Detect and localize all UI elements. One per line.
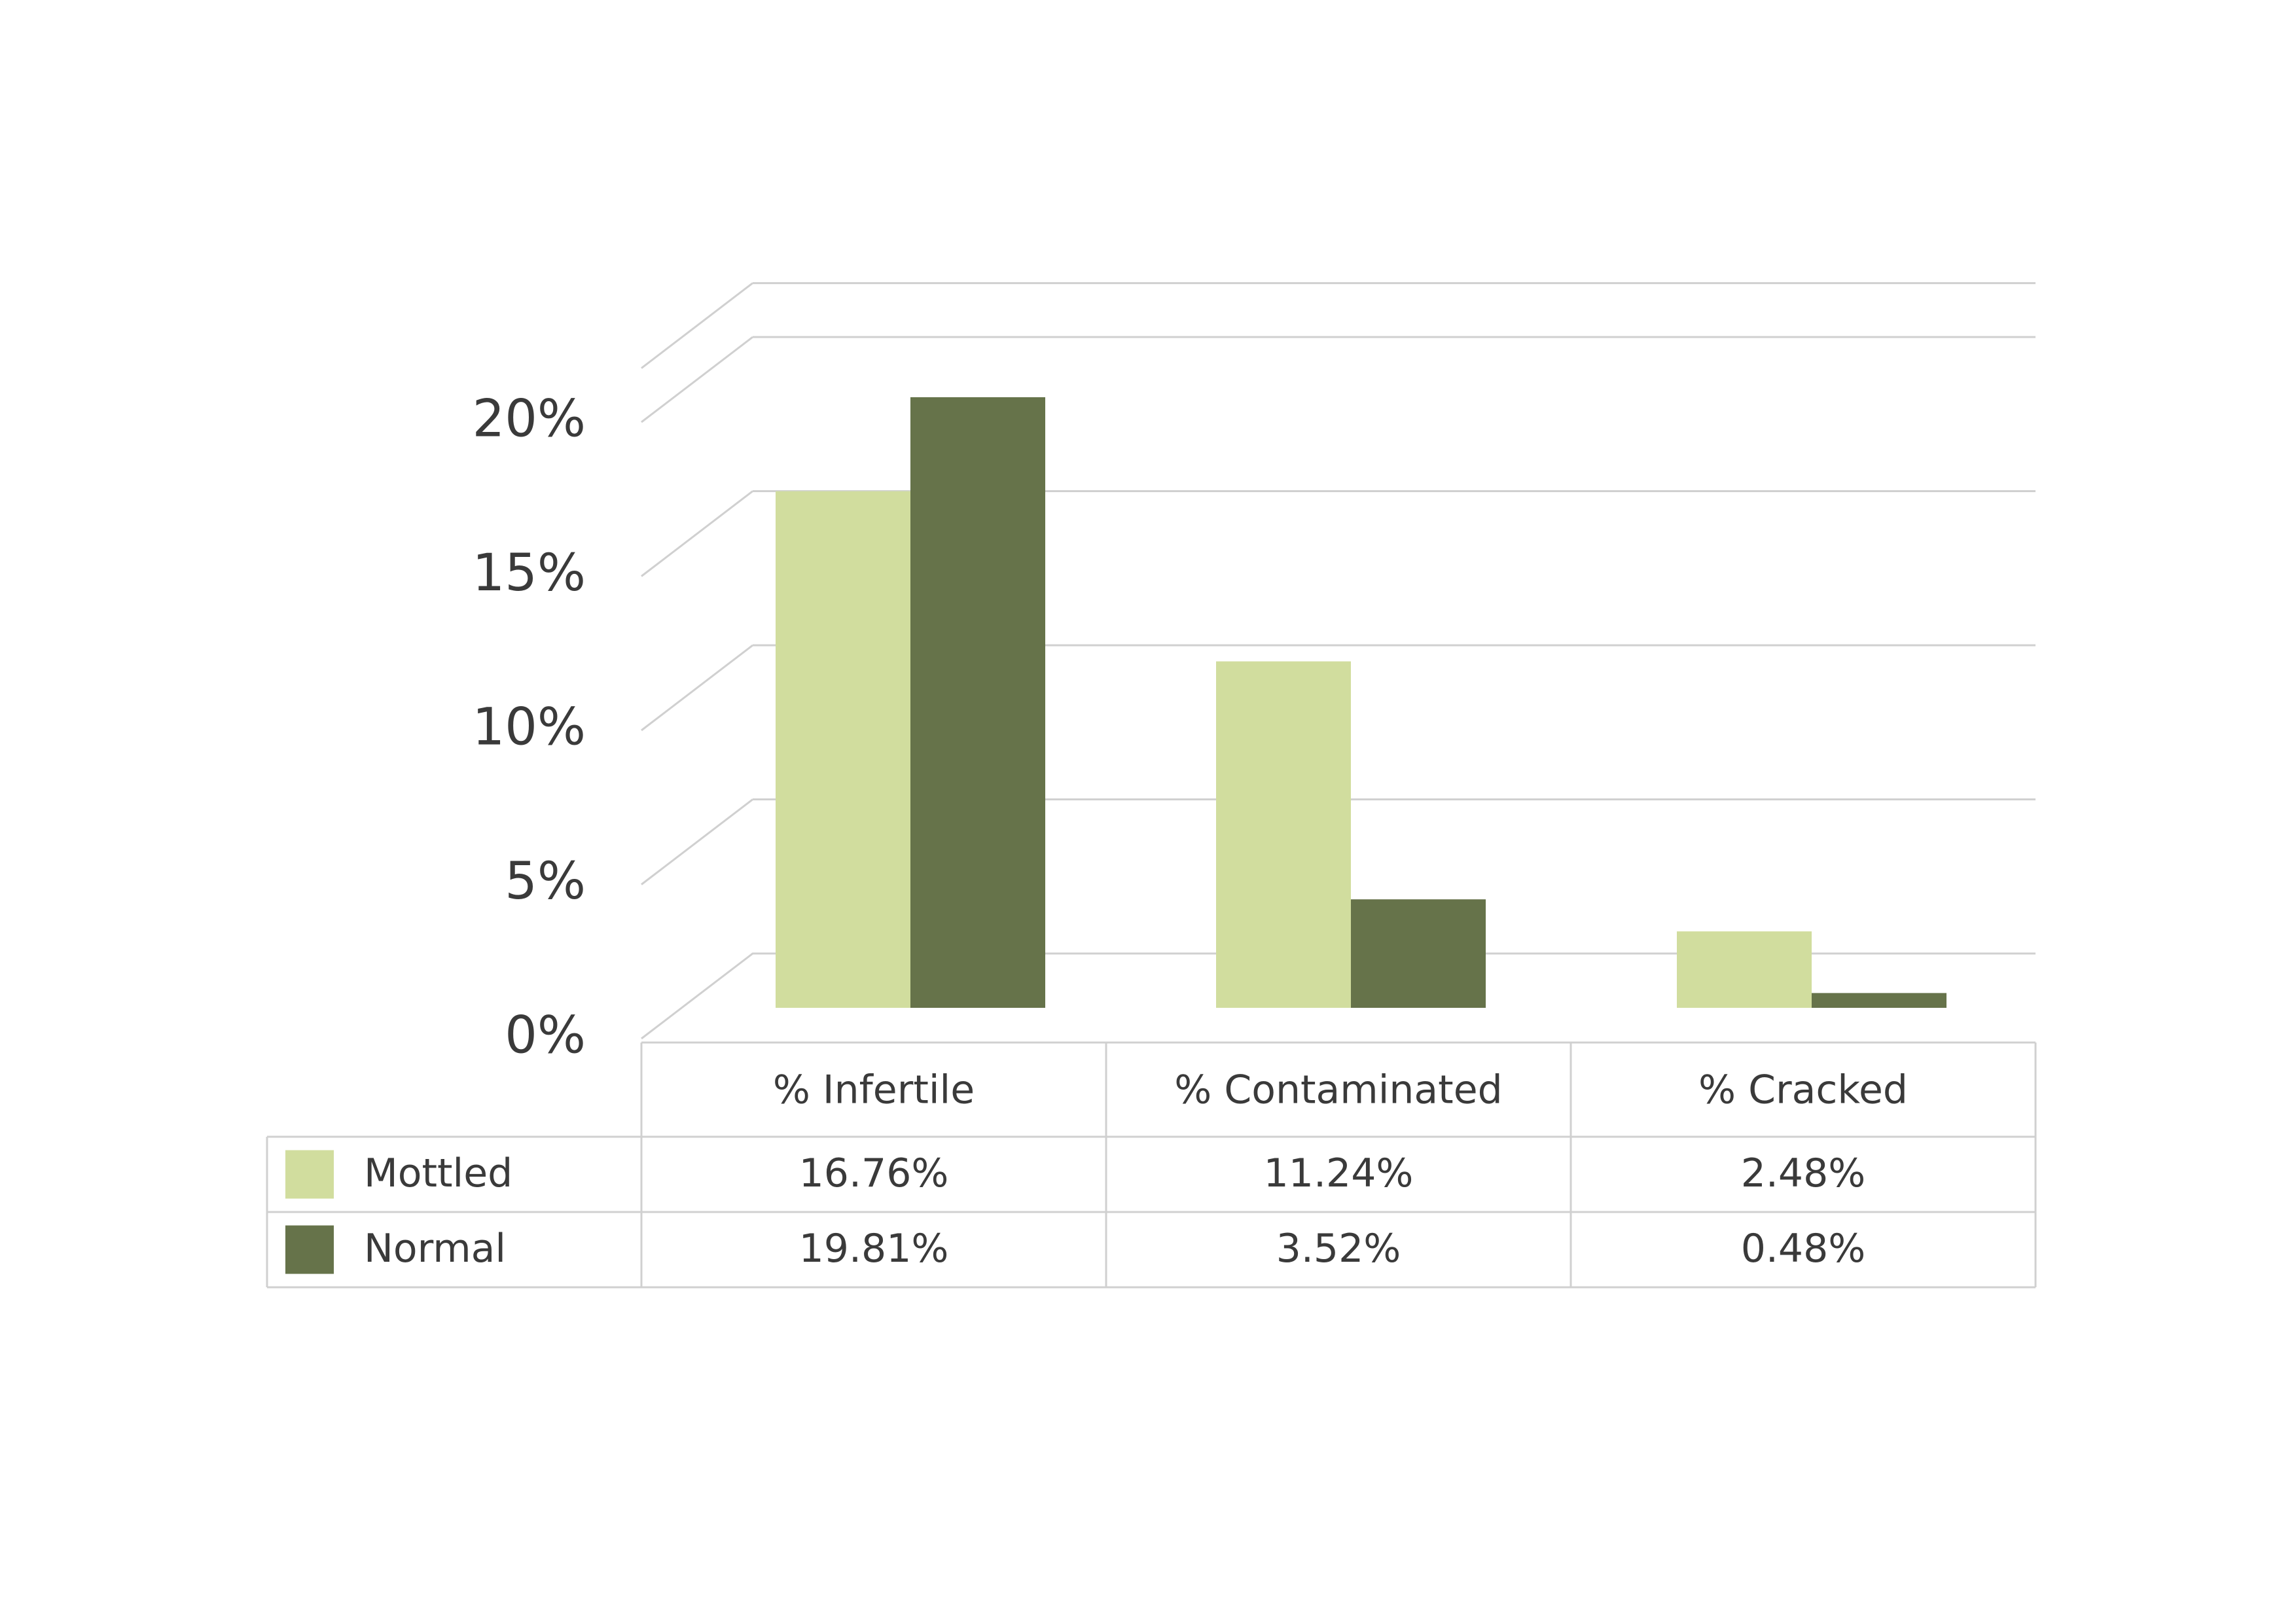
- bar-normal-2: [1812, 993, 1946, 1008]
- legend-label: Normal: [364, 1226, 506, 1272]
- bar-normal-0: [910, 397, 1045, 1008]
- legend-swatch-normal: [285, 1225, 334, 1274]
- x-tick-label: % Contaminated: [1174, 1067, 1502, 1113]
- legend-swatch-mottled: [285, 1150, 334, 1199]
- side-gridline: [641, 282, 753, 369]
- bar-mottled-2: [1677, 931, 1812, 1008]
- data-label: 16.76%: [799, 1150, 949, 1196]
- y-tick-label: 10%: [473, 698, 586, 757]
- y-tick-label: 15%: [473, 544, 586, 603]
- data-label: 0.48%: [1741, 1226, 1866, 1272]
- legend-label: Mottled: [364, 1150, 512, 1196]
- side-gridline: [641, 490, 753, 577]
- x-tick-label: % Infertile: [773, 1067, 975, 1113]
- chart-walls: [641, 952, 2036, 1040]
- bar-mottled-0: [776, 491, 910, 1008]
- side-gridline: [641, 644, 753, 732]
- data-label: 3.52%: [1276, 1226, 1401, 1272]
- side-gridline: [641, 336, 753, 423]
- y-axis: 0% 5% 10% 15% 20%: [473, 389, 586, 1065]
- y-tick-label: 20%: [473, 389, 586, 448]
- x-tick-label: % Cracked: [1698, 1067, 1908, 1113]
- data-table: % Infertile % Contaminated % Cracked Mottle…: [266, 1041, 2037, 1289]
- data-label: 2.48%: [1741, 1150, 1866, 1196]
- y-tick-label: 5%: [505, 852, 586, 911]
- bar-mottled-1: [1216, 661, 1351, 1008]
- y-tick-label: 0%: [505, 1006, 586, 1065]
- data-label: 11.24%: [1264, 1150, 1414, 1196]
- data-label: 19.81%: [799, 1226, 949, 1272]
- floor-edge: [641, 952, 2036, 1040]
- side-gridline: [641, 798, 753, 885]
- bar-normal-1: [1351, 899, 1486, 1008]
- bars: [776, 397, 1946, 1008]
